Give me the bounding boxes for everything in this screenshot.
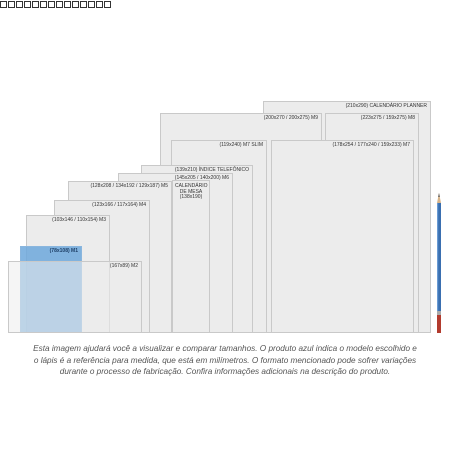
size-label: (123x166 / 117x164) M4 [92,202,146,208]
glyph-box [0,1,7,8]
size-card-calendario: CALENDÁRIO DE MESA (138x190) [172,180,210,333]
glyph-box [32,1,39,8]
glyph-box [48,1,55,8]
size-card-m7: (178x254 / 177x240 / 159x233) M7 [271,140,414,333]
glyph-box [64,1,71,8]
glyph-box [40,1,47,8]
size-label-selected: (78x108) M1 [49,248,78,254]
glyph-box [104,1,111,8]
size-label: (200x270 / 200x275) M9 [263,115,318,121]
glyph-box [88,1,95,8]
size-label: (223x275 / 159x275) M8 [360,115,415,121]
header-glyph-row [0,0,140,10]
size-label: (210x290) CALENDÁRIO PLANNER [345,103,427,109]
glyph-box [96,1,103,8]
size-label: (119x240) M7 SLIM [219,142,263,148]
glyph-box [72,1,79,8]
glyph-box [8,1,15,8]
size-label: (139x210) ÍNDICE TELEFÔNICO [174,167,249,173]
glyph-box [16,1,23,8]
glyph-box [80,1,87,8]
size-label: CALENDÁRIO DE MESA (138x190) [175,183,208,200]
pencil-reference-icon [437,193,441,333]
glyph-box [56,1,63,8]
size-label: (128x208 / 134x192 / 129x187) M5 [90,183,168,189]
size-label: (145x205 / 140x200) M6 [174,175,229,181]
glyph-box [24,1,31,8]
size-label: (178x254 / 177x240 / 159x233) M7 [332,142,410,148]
size-label: (167x89) M2 [109,263,138,269]
size-card-m2: (167x89) M2 [8,261,142,333]
size-label: (103x146 / 110x154) M3 [52,217,106,223]
caption-text: Esta imagem ajudará você a visualizar e … [33,344,417,376]
